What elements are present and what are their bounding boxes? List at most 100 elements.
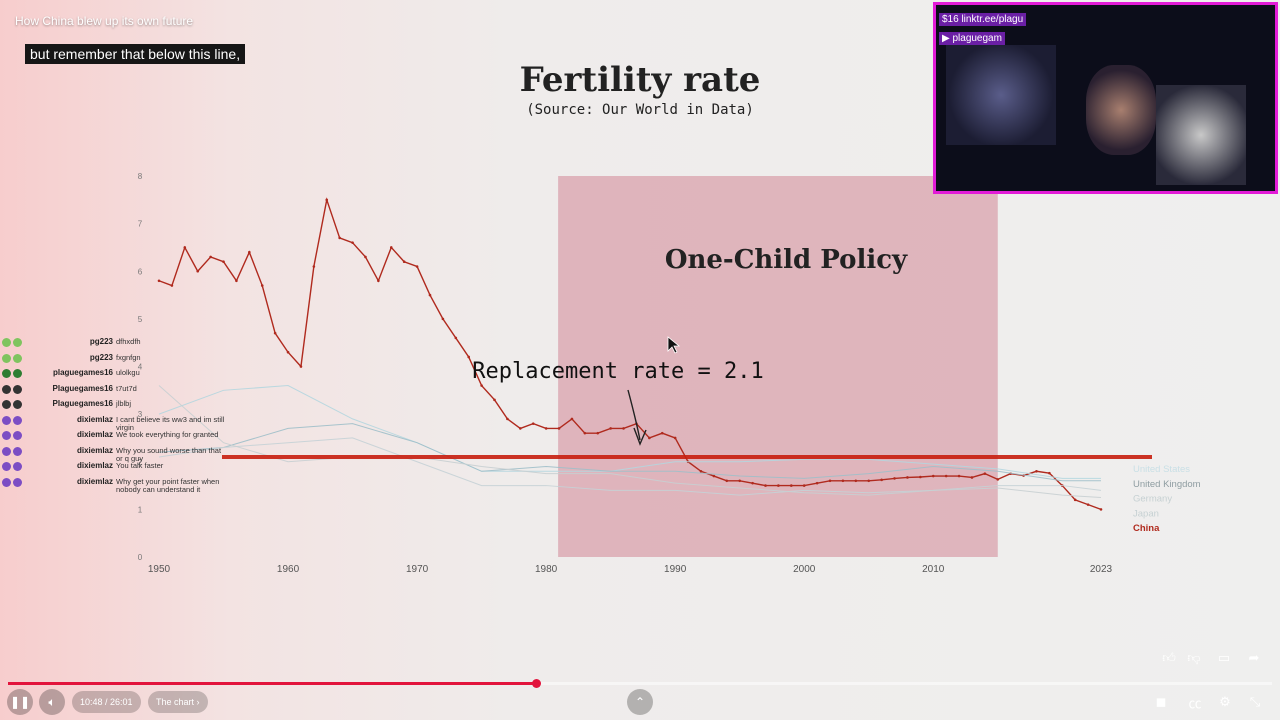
- china-data-point: [919, 475, 922, 479]
- china-data-point: [764, 484, 767, 487]
- china-data-point: [157, 279, 161, 283]
- chat-message: pg223 dfhxdfh: [2, 338, 226, 354]
- badge-icon: [2, 384, 11, 394]
- badge-icon: [2, 462, 11, 471]
- china-data-point: [364, 255, 367, 259]
- china-data-point: [312, 265, 316, 268]
- chat-username: plaguegames16: [52, 368, 113, 377]
- china-data-point: [544, 427, 548, 430]
- x-tick-label: 2023: [1090, 564, 1113, 575]
- china-data-point: [196, 269, 200, 273]
- china-data-point: [906, 476, 909, 479]
- china-data-point: [454, 336, 458, 340]
- badge-icon: [13, 431, 22, 440]
- y-tick-label: 1: [138, 505, 143, 514]
- chat-username: dixiemlaz: [76, 430, 113, 439]
- gear-icon[interactable]: ⚙: [1219, 694, 1231, 709]
- share-icon[interactable]: ➦: [1248, 650, 1260, 665]
- china-data-point: [828, 479, 832, 483]
- comment-icon[interactable]: ▭: [1217, 650, 1231, 665]
- miniplayer-icon[interactable]: ◼: [1155, 694, 1167, 709]
- progress-scrubber[interactable]: [532, 679, 542, 688]
- china-data-point: [325, 198, 329, 202]
- chart-subtitle: (Source: Our World in Data): [526, 102, 754, 118]
- china-data-point: [260, 284, 264, 287]
- china-data-point: [609, 427, 612, 430]
- chat-username: dixiemlaz: [76, 414, 113, 424]
- badge-icon: [13, 477, 22, 487]
- china-data-point: [583, 431, 587, 435]
- thumbs-up-icon[interactable]: 👍︎: [1162, 650, 1176, 665]
- china-data-point: [673, 436, 677, 440]
- webcam-overlay: $16 linktr.ee/plagu ▶ plaguegam: [933, 2, 1278, 194]
- y-tick-label: 8: [138, 172, 143, 181]
- china-data-point: [441, 317, 445, 321]
- china-data-point: [299, 365, 303, 368]
- chat-message: dixiemlaz Why get your point faster when …: [2, 477, 226, 493]
- volume-icon[interactable]: 🔈︎: [39, 689, 65, 715]
- play-icon: ▶: [942, 33, 953, 44]
- badge-icon: [2, 338, 11, 347]
- x-tick-label: 1990: [664, 564, 687, 575]
- china-data-point: [751, 481, 754, 485]
- china-data-point: [660, 431, 664, 435]
- x-tick-label: 2010: [922, 564, 945, 575]
- policy-label: One-Child Policy: [665, 245, 908, 275]
- policy-band: [558, 176, 998, 557]
- china-data-point: [983, 472, 987, 475]
- china-data-point: [648, 436, 651, 440]
- chat-message: Plaguegames16 t7ut7d: [2, 384, 226, 401]
- chat-text: dfhxdfh: [116, 337, 141, 346]
- chat-text: jlblbj: [116, 399, 132, 408]
- thumbs-down-icon[interactable]: 👎︎: [1187, 650, 1201, 665]
- time-display: 10:48 / 26:01: [72, 691, 141, 713]
- badge-icon: [2, 353, 11, 363]
- series-line-china: [158, 197, 1102, 511]
- pause-icon[interactable]: ❚❚: [7, 689, 33, 715]
- china-data-point: [893, 477, 896, 480]
- player-controls: ❚❚ 🔈︎ 10:48 / 26:01 The chart › ⌃ ◼ ㏄ ⚙ …: [0, 676, 1280, 720]
- y-tick-label: 7: [138, 220, 143, 229]
- china-data-point: [931, 474, 935, 478]
- china-data-point: [1073, 498, 1077, 502]
- chart-title: Fertility rate: [519, 60, 761, 100]
- progress-played: [8, 682, 537, 685]
- chat-username: Plaguegames16: [52, 399, 113, 408]
- chat-username: pg223: [89, 352, 113, 362]
- china-data-point: [531, 422, 535, 425]
- captions-icon[interactable]: ㏄: [1188, 695, 1202, 711]
- china-data-point: [506, 417, 509, 421]
- badge-icon: [13, 338, 22, 347]
- fullscreen-icon[interactable]: ⤡: [1249, 694, 1261, 709]
- china-data-point: [209, 255, 212, 259]
- china-data-point: [1099, 508, 1103, 511]
- video-title[interactable]: How China blew up its own future: [15, 14, 194, 28]
- chevron-up-icon[interactable]: ⌃: [627, 689, 653, 715]
- chat-username: dixiemlaz: [76, 445, 113, 455]
- legend-label: United States: [1133, 464, 1190, 475]
- badge-icon: [2, 400, 11, 409]
- china-data-point: [402, 260, 406, 264]
- china-data-point: [222, 260, 225, 264]
- chat-username: pg223: [89, 337, 113, 346]
- chat-overlay: pg223 dfhxdfh pg223 fxgnfgn plaguegames16 ulo…: [2, 338, 226, 493]
- y-tick-label: 6: [138, 267, 143, 276]
- x-tick-label: 2000: [793, 564, 816, 575]
- badge-icon: [13, 369, 22, 378]
- china-data-point: [183, 246, 187, 249]
- subtitle-caption: but remember that below this line,: [25, 44, 246, 64]
- china-data-point: [854, 479, 858, 483]
- china-data-point: [338, 236, 341, 240]
- legend-label: China: [1133, 523, 1160, 534]
- chapter-button[interactable]: The chart ›: [148, 691, 208, 713]
- china-data-point: [1086, 503, 1090, 506]
- x-tick-label: 1950: [148, 564, 171, 575]
- chat-text: We took everything for granted: [116, 430, 219, 439]
- progress-track[interactable]: [8, 682, 1272, 685]
- badge-icon: [13, 415, 22, 425]
- china-data-point: [1048, 471, 1051, 475]
- chevron-right-icon: ›: [196, 697, 200, 707]
- chat-message: pg223 fxgnfgn: [2, 352, 226, 370]
- webcam-link-text: $16 linktr.ee/plagu: [939, 13, 1027, 26]
- y-tick-label: 5: [138, 315, 143, 324]
